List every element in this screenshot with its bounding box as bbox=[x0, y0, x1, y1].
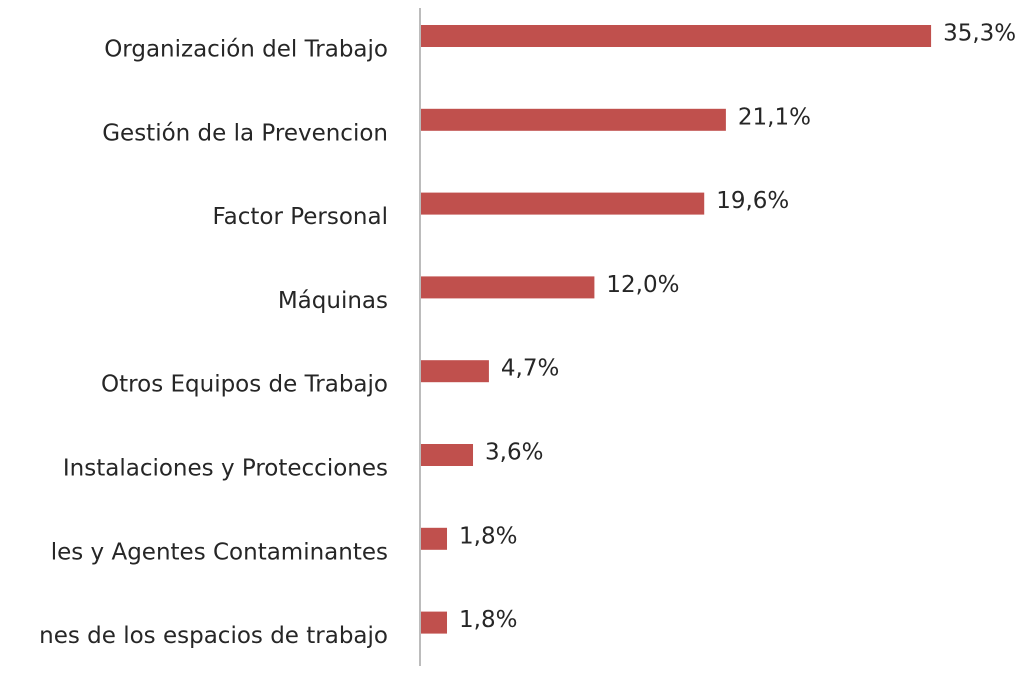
bar bbox=[421, 276, 595, 299]
bar bbox=[421, 527, 448, 550]
value-label: 21,1% bbox=[738, 104, 811, 130]
bar bbox=[421, 192, 705, 215]
category-label: Instalaciones y Protecciones bbox=[63, 456, 388, 482]
category-label: Factor Personal bbox=[213, 204, 389, 230]
value-label: 12,0% bbox=[606, 272, 679, 298]
bar bbox=[421, 611, 448, 634]
value-label: 3,6% bbox=[485, 440, 543, 466]
category-label: nes de los espacios de trabajo bbox=[39, 623, 388, 649]
value-label: 4,7% bbox=[501, 356, 559, 382]
category-label: Organización del Trabajo bbox=[104, 37, 388, 63]
bar bbox=[421, 25, 932, 47]
value-label: 1,8% bbox=[459, 523, 517, 549]
value-label: 35,3% bbox=[943, 21, 1016, 47]
bar bbox=[421, 108, 726, 131]
value-label: 19,6% bbox=[716, 188, 789, 214]
category-label: Gestión de la Prevencion bbox=[102, 120, 388, 146]
category-label: Otros Equipos de Trabajo bbox=[101, 372, 388, 398]
bar bbox=[421, 360, 489, 383]
value-label: 1,8% bbox=[459, 607, 517, 633]
category-label: Máquinas bbox=[278, 288, 388, 314]
category-label: les y Agentes Contaminantes bbox=[51, 539, 388, 565]
bar bbox=[421, 444, 474, 466]
